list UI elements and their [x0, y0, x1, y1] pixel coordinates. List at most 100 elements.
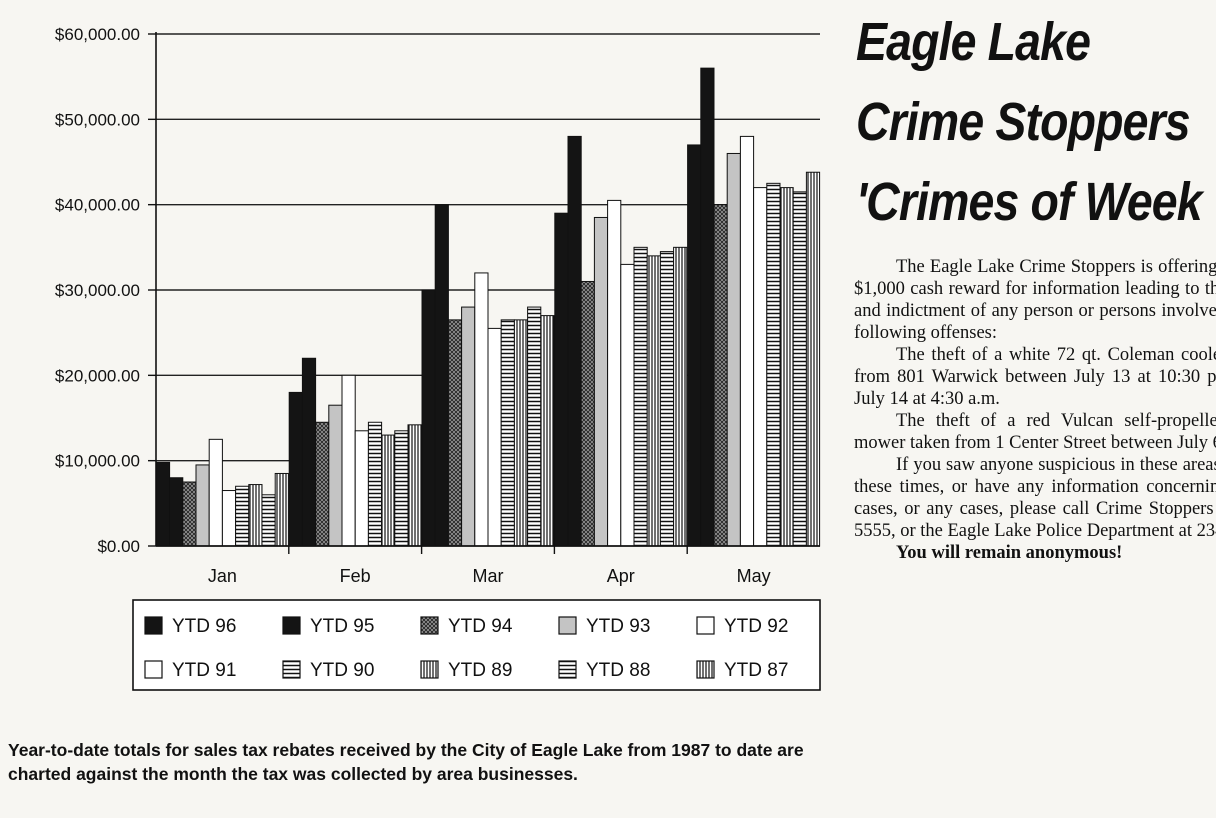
bar-ytd-96-mar: [421, 289, 436, 547]
bar-ytd-96-feb: [288, 391, 303, 547]
bar-ytd-95-mar: [434, 204, 449, 547]
bars: [155, 67, 821, 547]
bar-ytd-93-feb: [328, 404, 343, 547]
x-axis-ticks: Jan Feb Mar Apr May: [208, 546, 771, 586]
bar-ytd-95-feb: [301, 357, 317, 547]
bar-ytd-94-feb: [315, 421, 330, 547]
bar-ytd-92-jan: [208, 438, 223, 547]
bar-ytd-90-feb: [367, 421, 383, 547]
bar-ytd-93-jan: [195, 464, 210, 547]
legend-label-ytd-89: YTD 89: [448, 660, 512, 681]
x-tick-label: Apr: [607, 566, 635, 586]
legend: YTD 96 YTD 95 YTD 94 YTD 93 YTD 92 YTD 91 YTD …: [132, 599, 821, 691]
legend-label-ytd-87: YTD 87: [724, 660, 788, 681]
legend-label-ytd-96: YTD 96: [172, 616, 236, 637]
bar-ytd-87-jan: [274, 472, 289, 547]
bar-ytd-88-apr: [659, 251, 675, 547]
legend-label-ytd-93: YTD 93: [586, 616, 650, 637]
bar-ytd-91-jan: [221, 490, 237, 547]
chart-caption: Year-to-date totals for sales tax rebate…: [8, 740, 804, 784]
legend-label-ytd-88: YTD 88: [586, 660, 650, 681]
bar-ytd-92-feb: [341, 374, 356, 547]
legend-label-ytd-94: YTD 94: [448, 616, 513, 637]
legend-swatch-ytd-87: [696, 660, 715, 679]
bar-ytd-94-jan: [182, 481, 197, 547]
bar-ytd-96-may: [687, 144, 702, 547]
bar-ytd-89-mar: [513, 319, 529, 547]
bar-ytd-88-may: [792, 191, 807, 547]
legend-swatch-ytd-92: [696, 616, 715, 635]
article-paragraph: The theft of a white 72 qt. Coleman cool…: [854, 345, 1216, 409]
bar-ytd-87-feb: [407, 424, 422, 547]
article-paragraph: The Eagle Lake Crime Stoppers is offerin…: [854, 257, 1216, 343]
bar-ytd-95-apr: [567, 135, 582, 547]
bar-ytd-91-feb: [354, 430, 369, 547]
bar-ytd-94-mar: [447, 319, 463, 547]
legend-swatch-ytd-94: [420, 616, 439, 635]
bar-ytd-93-apr: [593, 216, 609, 547]
legend-swatch-ytd-93: [558, 616, 577, 635]
legend-label-ytd-95: YTD 95: [310, 616, 374, 637]
bar-ytd-96-jan: [155, 461, 171, 547]
legend-swatch-ytd-89: [420, 660, 439, 679]
bar-ytd-87-may: [805, 171, 821, 547]
bar-ytd-88-feb: [394, 430, 409, 547]
legend-swatch-ytd-88: [558, 660, 577, 679]
y-tick-label: $60,000.00: [55, 25, 140, 44]
bar-ytd-89-apr: [646, 255, 661, 547]
y-tick-label: $50,000.00: [55, 110, 140, 129]
bar-ytd-89-jan: [248, 484, 263, 547]
bar-ytd-89-may: [779, 187, 794, 547]
y-tick-label: $0.00: [97, 537, 140, 556]
article-paragraph: If you saw anyone suspicious in these ar…: [854, 455, 1216, 541]
axes: [155, 32, 820, 547]
x-tick-label: Feb: [340, 566, 371, 586]
legend-swatch-ytd-95: [282, 616, 301, 635]
bar-ytd-88-mar: [527, 306, 542, 547]
bar-ytd-90-mar: [500, 319, 515, 547]
bar-ytd-88-jan: [261, 494, 276, 547]
bar-ytd-90-may: [766, 182, 781, 547]
legend-swatch-ytd-91: [144, 660, 163, 679]
legend-swatch-ytd-90: [282, 660, 301, 679]
article-paragraph: The theft of a red Vulcan self-propelled…: [854, 411, 1216, 453]
headline-line-3: 'Crimes of Week: [856, 172, 1203, 232]
bar-ytd-87-mar: [540, 315, 555, 547]
bar-ytd-93-may: [726, 152, 741, 547]
y-tick-label: $40,000.00: [55, 196, 140, 215]
bar-ytd-92-apr: [607, 199, 622, 547]
headline-line-1: Eagle Lake: [856, 12, 1091, 72]
y-tick-label: $10,000.00: [55, 452, 140, 471]
legend-label-ytd-90: YTD 90: [310, 660, 374, 681]
bar-ytd-90-apr: [633, 246, 648, 547]
bar-ytd-94-apr: [580, 280, 595, 547]
bar-ytd-87-apr: [673, 246, 688, 547]
sales-tax-bar-chart: $0.00 $10,000.00 $20,000.00 $30,000.00 $40,0…: [55, 25, 821, 691]
bar-ytd-90-jan: [235, 485, 250, 547]
article-closing: You will remain anonymous!: [896, 543, 1123, 563]
bar-ytd-91-may: [753, 187, 768, 547]
legend-label-ytd-92: YTD 92: [724, 616, 788, 637]
legend-swatch-ytd-96: [144, 616, 163, 635]
bar-ytd-91-mar: [487, 327, 502, 547]
legend-label-ytd-91: YTD 91: [172, 660, 236, 681]
bar-ytd-92-mar: [474, 272, 489, 547]
bar-ytd-93-mar: [461, 306, 476, 547]
y-axis-ticks: $0.00 $10,000.00 $20,000.00 $30,000.00 $40,0…: [55, 25, 156, 556]
x-tick-label: Mar: [473, 566, 504, 586]
y-tick-label: $30,000.00: [55, 281, 140, 300]
bar-ytd-91-apr: [620, 263, 635, 547]
y-tick-label: $20,000.00: [55, 366, 140, 385]
bar-ytd-92-may: [739, 135, 755, 547]
article-body: The Eagle Lake Crime Stoppers is offerin…: [854, 256, 1216, 564]
bar-ytd-95-may: [700, 67, 715, 547]
bar-ytd-96-apr: [554, 212, 569, 547]
bar-ytd-89-feb: [381, 434, 396, 547]
crime-stoppers-article: Eagle Lake Crime Stoppers 'Crimes of Wee…: [840, 0, 1216, 818]
x-tick-label: May: [737, 566, 771, 586]
bar-ytd-95-jan: [169, 477, 184, 547]
headline-line-2: Crime Stoppers: [856, 92, 1191, 152]
bar-ytd-94-may: [713, 204, 728, 547]
x-tick-label: Jan: [208, 566, 237, 586]
article-headline: Eagle Lake Crime Stoppers 'Crimes of Wee…: [856, 2, 1203, 242]
